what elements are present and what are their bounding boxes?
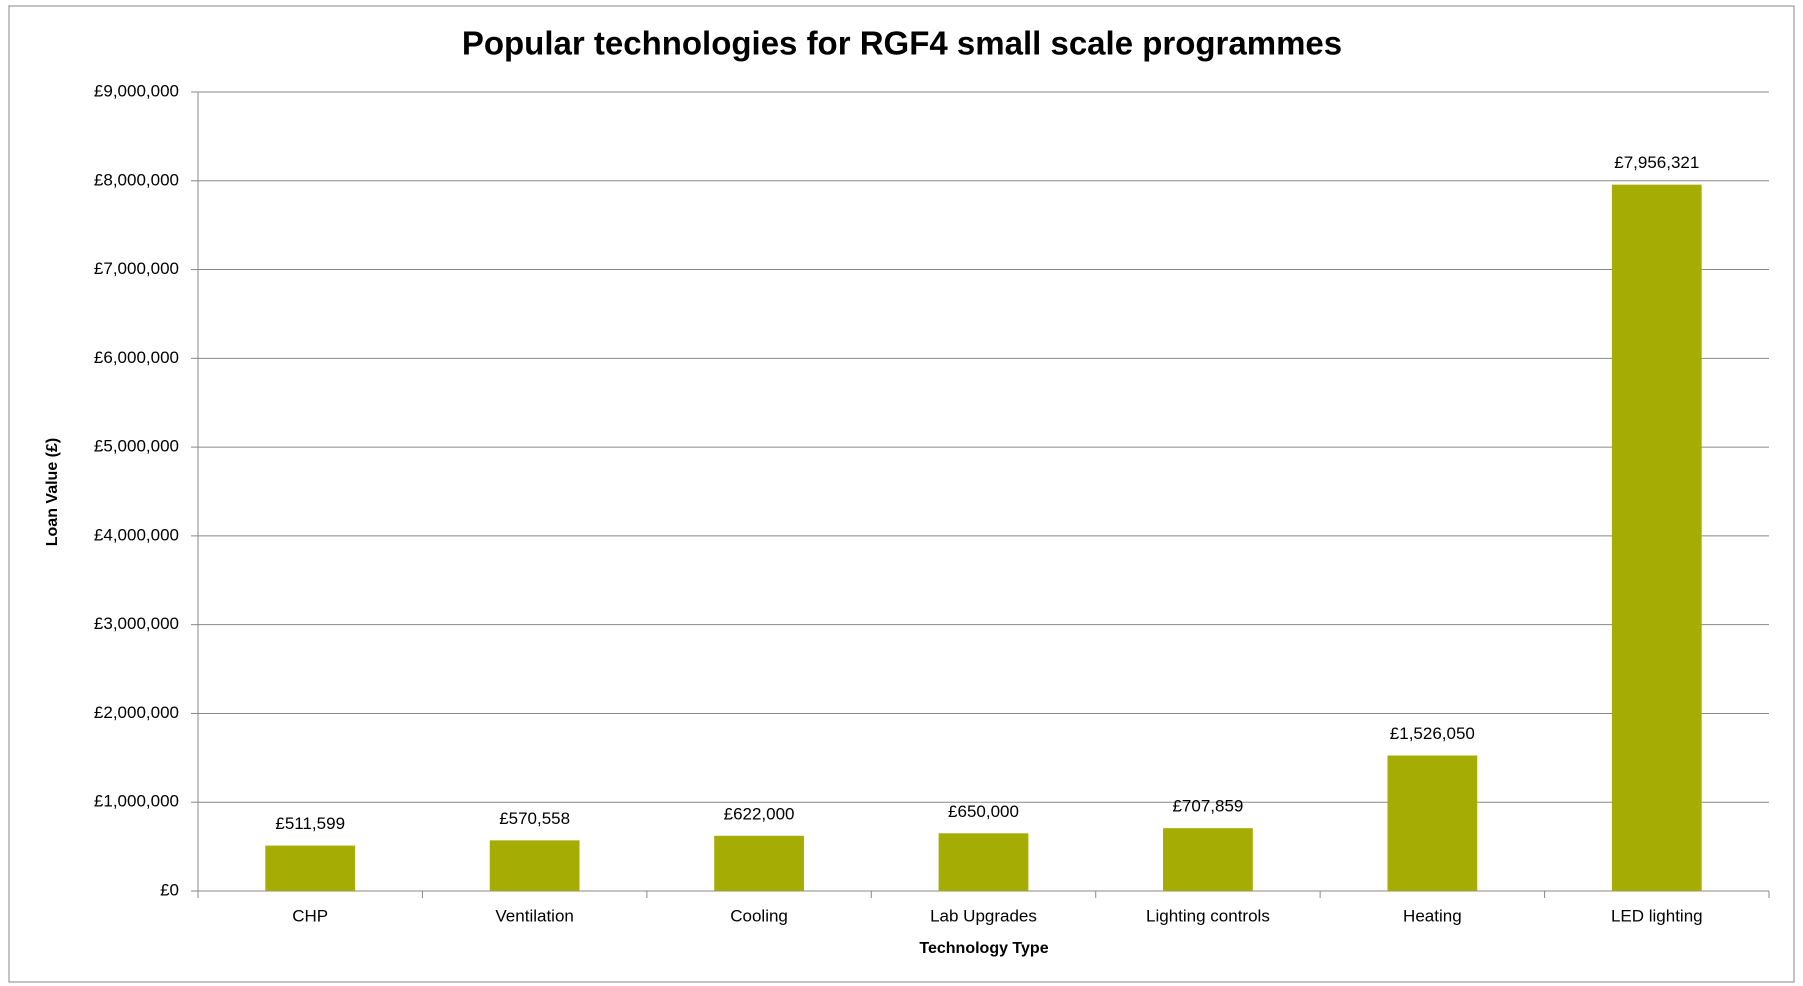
x-tick-label: LED lighting: [1611, 906, 1703, 925]
y-tick-label: £8,000,000: [94, 170, 179, 189]
y-tick-label: £4,000,000: [94, 525, 179, 544]
y-tick-label: £6,000,000: [94, 348, 179, 367]
y-tick-label: £9,000,000: [94, 81, 179, 100]
y-tick-label: £3,000,000: [94, 614, 179, 633]
bar: [489, 840, 580, 891]
bar: [714, 835, 804, 891]
data-label: £511,599: [275, 814, 345, 833]
y-tick-label: £7,000,000: [94, 259, 179, 278]
y-tick-label: £5,000,000: [94, 437, 179, 456]
bar: [265, 845, 356, 891]
data-label: £570,558: [499, 809, 570, 828]
x-axis-title: Technology Type: [919, 940, 1048, 957]
x-tick-label: Ventilation: [495, 906, 573, 925]
bar: [1163, 828, 1253, 891]
data-label: £650,000: [948, 802, 1019, 821]
data-label: £1,526,050: [1390, 724, 1475, 743]
bar: [1611, 184, 1702, 891]
x-tick-label: CHP: [292, 906, 328, 925]
y-tick-label: £1,000,000: [94, 792, 179, 811]
chart-title: Popular technologies for RGF4 small scal…: [462, 25, 1342, 62]
data-label: £707,859: [1172, 797, 1243, 816]
chart-border: [8, 5, 1795, 983]
x-tick-label: Lighting controls: [1146, 906, 1270, 925]
y-tick-label: £0: [160, 880, 179, 899]
data-label: £622,000: [724, 804, 795, 823]
x-tick-label: Heating: [1403, 906, 1462, 925]
y-tick-label: £2,000,000: [94, 703, 179, 722]
x-tick-label: Lab Upgrades: [930, 906, 1037, 925]
y-axis-title: Loan Value (£): [44, 438, 61, 546]
x-tick-label: Cooling: [730, 906, 788, 925]
bar: [1387, 755, 1478, 891]
bar: [938, 833, 1029, 891]
data-label: £7,956,321: [1614, 153, 1699, 172]
